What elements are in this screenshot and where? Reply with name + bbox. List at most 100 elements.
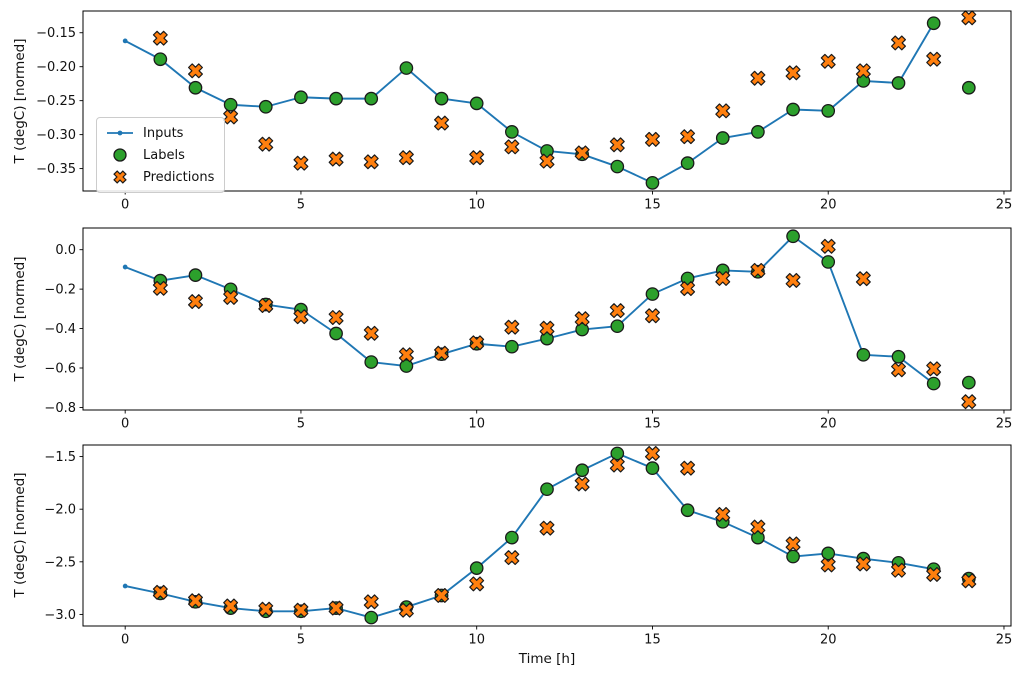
prediction-point xyxy=(363,325,379,341)
x-tick-label: 20 xyxy=(820,633,837,648)
label-point xyxy=(540,482,554,497)
label-point xyxy=(821,255,836,269)
label-point xyxy=(961,375,976,390)
label-point xyxy=(188,268,203,282)
label-point xyxy=(399,61,414,75)
label-point xyxy=(821,103,836,118)
predictions-x-icon xyxy=(113,170,127,184)
prediction-point xyxy=(539,320,555,336)
prediction-point xyxy=(152,584,168,600)
legend: Inputs Labels Predictions xyxy=(96,117,226,193)
series-labels xyxy=(153,446,976,625)
inputs-line xyxy=(124,235,935,385)
prediction-point xyxy=(609,137,625,153)
prediction-point xyxy=(820,557,836,573)
prediction-point xyxy=(855,556,871,572)
legend-entry-predictions: Predictions xyxy=(105,167,214,187)
series-predictions xyxy=(152,445,977,618)
prediction-point xyxy=(293,309,309,325)
prediction-point xyxy=(785,272,801,288)
label-point xyxy=(469,96,484,111)
subplot-3: 0 5 10 15 20 25 −1.5 −2.0 −2.5 −3.0 xyxy=(44,444,1012,648)
prediction-point xyxy=(152,30,168,46)
x-tick-label: 25 xyxy=(996,417,1013,432)
prediction-point xyxy=(223,289,239,305)
label-point xyxy=(610,159,625,174)
prediction-point xyxy=(750,262,766,278)
series-inputs xyxy=(122,233,937,386)
y-tick-label: −2.0 xyxy=(44,503,76,518)
prediction-point xyxy=(926,566,942,582)
label-point xyxy=(891,76,906,90)
prediction-point xyxy=(258,136,274,152)
label-point xyxy=(786,102,800,117)
inputs-point xyxy=(122,38,128,44)
prediction-point xyxy=(574,145,590,161)
label-point xyxy=(434,91,449,106)
series-predictions xyxy=(152,10,977,171)
prediction-point xyxy=(398,347,414,363)
labels-circle-icon xyxy=(113,148,127,162)
axes-spines xyxy=(82,444,1012,627)
label-point xyxy=(926,376,941,391)
prediction-point xyxy=(469,335,485,351)
x-tick-label: 15 xyxy=(644,633,661,648)
prediction-point xyxy=(293,155,309,171)
prediction-point xyxy=(644,445,660,461)
prediction-point xyxy=(644,131,660,147)
axes-spines xyxy=(82,227,1012,411)
label-point xyxy=(469,561,484,575)
y-tick-label: −1.5 xyxy=(44,450,76,465)
label-point xyxy=(575,322,590,337)
label-point xyxy=(399,359,414,373)
y-tick-label: 0.0 xyxy=(55,243,76,258)
y-tick-label: −3.0 xyxy=(44,608,76,623)
prediction-point xyxy=(504,319,520,335)
y-tick-label: −0.6 xyxy=(44,362,76,377)
y-axis-label-subplot-3: T (degC) [normed] xyxy=(12,472,28,598)
prediction-point xyxy=(891,362,907,378)
prediction-point xyxy=(750,519,766,535)
prediction-point xyxy=(715,506,731,522)
prediction-point xyxy=(609,303,625,319)
label-point xyxy=(294,90,308,105)
prediction-point xyxy=(785,536,801,552)
prediction-point xyxy=(680,129,696,145)
x-tick-label: 0 xyxy=(121,633,129,648)
series-predictions xyxy=(152,238,977,410)
label-point xyxy=(504,530,519,545)
x-axis-label: Time [h] xyxy=(518,651,576,667)
inputs-line-icon xyxy=(107,130,133,136)
prediction-point xyxy=(539,153,555,169)
prediction-point xyxy=(363,154,379,170)
prediction-point xyxy=(258,601,274,617)
x-tick-label: 10 xyxy=(468,198,485,213)
label-point xyxy=(786,549,800,564)
subplot-1: 0 5 10 15 20 25 −0.15 −0.20 −0.25 −0.30 −0.35 xyxy=(36,10,1013,213)
y-axis-label-subplot-1: T (degC) [normed] xyxy=(12,38,28,164)
x-tick-label: 25 xyxy=(996,198,1013,213)
y-tick-label: −0.20 xyxy=(36,60,76,75)
prediction-point xyxy=(891,562,907,578)
prediction-point xyxy=(398,150,414,166)
legend-label-predictions: Predictions xyxy=(143,169,215,185)
label-point xyxy=(610,319,625,334)
prediction-point xyxy=(187,63,203,79)
legend-label-inputs: Inputs xyxy=(143,125,184,141)
prediction-point xyxy=(398,602,414,618)
label-point xyxy=(575,463,590,478)
series-inputs xyxy=(122,451,937,620)
label-point xyxy=(786,229,800,244)
prediction-point xyxy=(891,35,907,51)
prediction-point xyxy=(574,311,590,327)
label-point xyxy=(504,125,519,139)
label-point xyxy=(329,91,343,106)
label-point xyxy=(961,80,976,95)
label-point xyxy=(680,503,695,518)
label-point xyxy=(329,326,343,341)
prediction-point xyxy=(152,280,168,296)
inputs-line xyxy=(124,452,934,619)
prediction-point xyxy=(820,238,836,254)
